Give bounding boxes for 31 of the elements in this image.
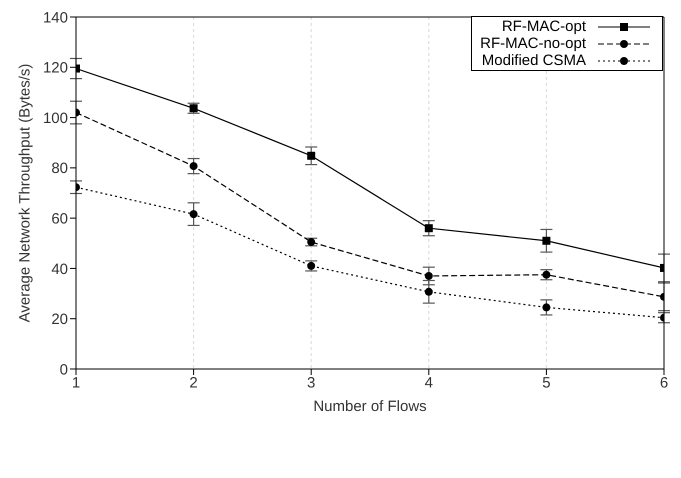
point xyxy=(307,238,316,246)
x-tick-label: 1 xyxy=(72,374,80,392)
point xyxy=(190,104,198,112)
y-tick-label: 140 xyxy=(42,9,68,26)
x-tick-label: 5 xyxy=(542,374,551,392)
point xyxy=(190,210,198,218)
y-tick-label: 60 xyxy=(51,210,68,228)
legend-label: RF-MAC-opt xyxy=(502,18,586,35)
y-tick-label: 40 xyxy=(51,260,68,278)
point xyxy=(424,224,433,232)
point xyxy=(542,236,550,245)
x-tick-label: 6 xyxy=(660,374,668,392)
y-tick-label: 80 xyxy=(51,160,68,178)
x-tick-label: 4 xyxy=(424,374,433,392)
x-tick-label: 2 xyxy=(189,374,198,392)
x-tick-label: 3 xyxy=(307,374,316,392)
point xyxy=(542,270,550,279)
y-tick-label: 100 xyxy=(42,110,68,127)
point xyxy=(542,303,550,312)
point xyxy=(307,262,316,270)
point xyxy=(307,152,316,160)
legend-label: RF-MAC-no-opt xyxy=(480,35,586,52)
legend-label: Modified CSMA xyxy=(482,52,586,69)
y-tick-label: 20 xyxy=(51,311,68,328)
point xyxy=(190,162,198,170)
x-axis-title: Number of Flows xyxy=(313,398,427,415)
point xyxy=(424,272,433,280)
point xyxy=(424,288,433,296)
y-tick-label: 0 xyxy=(60,361,68,378)
y-axis-title: Average Network Throughput (Bytes/s) xyxy=(16,64,34,322)
y-tick-label: 120 xyxy=(42,60,68,77)
